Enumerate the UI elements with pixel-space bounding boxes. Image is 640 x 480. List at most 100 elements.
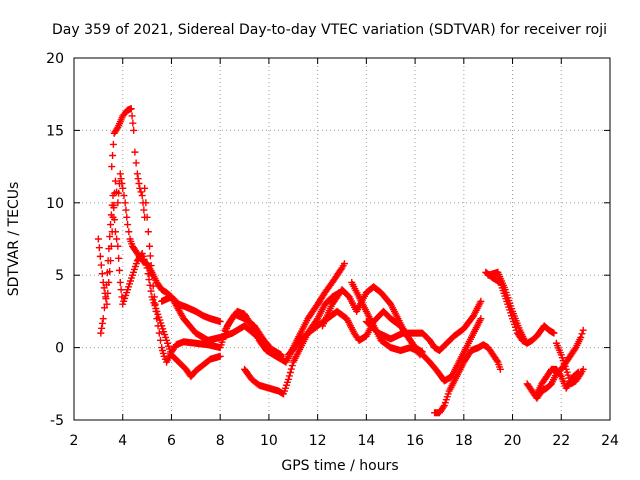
data-point [146, 281, 154, 289]
data-point [144, 228, 152, 236]
data-point [95, 244, 103, 252]
data-point [493, 357, 501, 365]
data-point [556, 371, 564, 379]
data-point [94, 235, 102, 243]
data-point [477, 315, 485, 323]
data-point [154, 322, 162, 330]
x-tick-label: 4 [118, 433, 127, 449]
data-point [105, 245, 113, 253]
data-point [216, 352, 224, 360]
data-point [127, 105, 135, 113]
data-point [150, 293, 158, 301]
data-point [121, 199, 129, 207]
data-point [496, 365, 504, 373]
data-point [132, 159, 140, 167]
x-tick-label: 22 [552, 433, 570, 449]
data-point [144, 270, 152, 278]
data-point [117, 286, 125, 294]
data-point [579, 365, 587, 373]
data-point [117, 175, 125, 183]
data-point [439, 403, 447, 411]
y-tick-label: 15 [46, 123, 64, 139]
plot-frame [73, 57, 611, 421]
data-point [118, 179, 126, 187]
data-point [103, 300, 111, 308]
data-point [574, 368, 582, 376]
y-tick-label: 10 [46, 196, 64, 212]
data-point [98, 270, 106, 278]
data-point [146, 252, 154, 260]
data-point [337, 265, 345, 273]
data-point [577, 333, 585, 341]
y-axis-label: SDTVAR / TECUs [6, 182, 22, 297]
data-point [147, 262, 155, 270]
data-point [140, 206, 148, 214]
data-point [153, 315, 161, 323]
data-point [102, 281, 110, 289]
data-point [122, 206, 130, 214]
data-point [521, 336, 529, 344]
data-point [106, 233, 114, 241]
x-tick-label: 16 [406, 433, 424, 449]
y-tick-label: 0 [55, 341, 64, 357]
x-tick-label: 2 [70, 433, 79, 449]
data-point [111, 177, 119, 185]
data-point [104, 257, 112, 265]
data-point [109, 192, 117, 200]
data-point [148, 271, 156, 279]
data-point [142, 199, 150, 207]
data-point [97, 261, 105, 269]
x-axis-label: GPS time / hours [281, 458, 398, 474]
data-point [579, 326, 587, 334]
data-point [156, 336, 164, 344]
data-point [138, 192, 146, 200]
data-point [130, 126, 138, 134]
data-point [550, 329, 558, 337]
data-point [114, 242, 122, 250]
data-point [104, 289, 112, 297]
x-tick-label: 24 [601, 433, 619, 449]
data-point [137, 188, 145, 196]
data-point [115, 254, 123, 262]
data-point [287, 365, 295, 373]
data-point [111, 216, 119, 224]
data-point [151, 300, 159, 308]
data-point [114, 199, 122, 207]
chart-title: Day 359 of 2021, Sidereal Day-to-day VTE… [52, 22, 607, 38]
data-point [107, 221, 115, 229]
data-point [143, 213, 151, 221]
data-point [286, 369, 294, 377]
y-tick-label: 5 [55, 268, 64, 284]
data-point [99, 315, 107, 323]
data-point [134, 175, 142, 183]
data-point [96, 252, 104, 260]
data-point [285, 372, 293, 380]
data-point [145, 276, 153, 284]
data-point [247, 320, 255, 328]
data-point [109, 151, 117, 159]
data-point [141, 184, 149, 192]
data-point [98, 319, 106, 327]
data-point [129, 119, 137, 127]
data-point [124, 221, 132, 229]
grid-layer [74, 58, 610, 420]
x-tick-label: 6 [167, 433, 176, 449]
data-point [107, 211, 115, 219]
y-tick-label: 20 [46, 51, 64, 67]
data-point [125, 228, 133, 236]
data-point [108, 163, 116, 171]
data-point [111, 228, 119, 236]
x-tick-label: 14 [357, 433, 375, 449]
y-tick-label: -5 [50, 413, 64, 429]
data-point [573, 369, 581, 377]
data-point [152, 307, 160, 315]
data-point [155, 329, 163, 337]
data-point [288, 362, 296, 370]
data-point [120, 192, 128, 200]
data-point [477, 297, 485, 305]
data-point [109, 140, 117, 148]
data-point [133, 170, 141, 178]
data-point [216, 318, 224, 326]
